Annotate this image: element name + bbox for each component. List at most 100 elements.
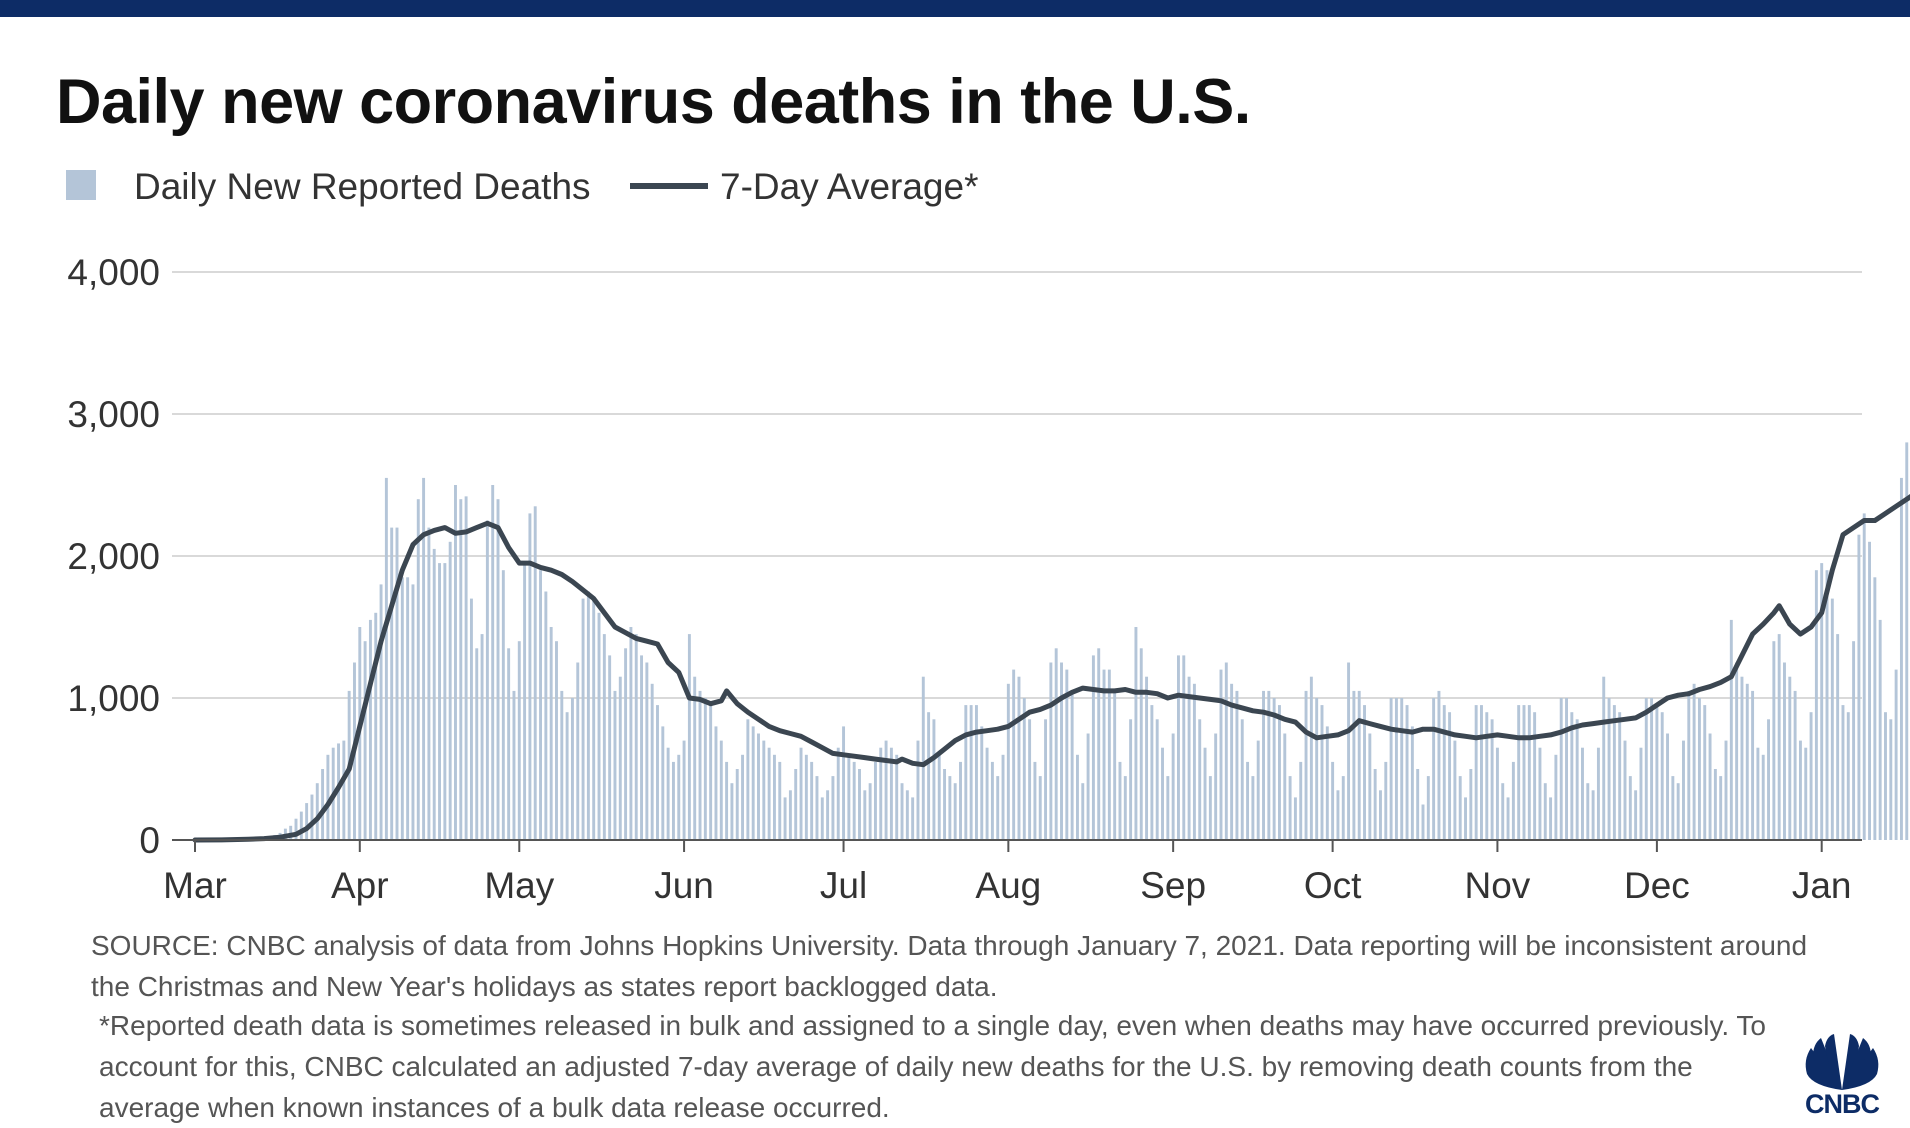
bar	[523, 563, 526, 840]
bar	[1857, 535, 1860, 840]
x-tick-label: Jul	[820, 865, 867, 906]
bar	[1464, 797, 1467, 840]
bar	[544, 592, 547, 841]
bar	[417, 499, 420, 840]
bar	[1655, 705, 1658, 840]
bar	[672, 762, 675, 840]
bar	[300, 812, 303, 840]
bar	[624, 648, 627, 840]
bar	[582, 599, 585, 840]
legend-bars-swatch	[66, 170, 96, 200]
bar	[316, 783, 319, 840]
bar	[1677, 783, 1680, 840]
bar	[752, 726, 755, 840]
bar	[688, 634, 691, 840]
bar	[1687, 691, 1690, 840]
bar	[305, 803, 308, 840]
bar	[1352, 691, 1355, 840]
bar	[1390, 698, 1393, 840]
bar	[1751, 691, 1754, 840]
bar	[720, 741, 723, 840]
bar	[427, 528, 430, 840]
bar	[1639, 748, 1642, 840]
bar	[518, 641, 521, 840]
bar	[614, 691, 617, 840]
bar	[555, 641, 558, 840]
bar	[1315, 698, 1318, 840]
bar	[539, 570, 542, 840]
bar	[1028, 719, 1031, 840]
bar	[1799, 741, 1802, 840]
bar	[970, 705, 973, 840]
bar	[1703, 705, 1706, 840]
bar	[794, 769, 797, 840]
bar	[1108, 670, 1111, 840]
bar	[858, 769, 861, 840]
bar	[1134, 627, 1137, 840]
bar	[661, 726, 664, 840]
bar	[901, 783, 904, 840]
source-note: SOURCE: CNBC analysis of data from Johns…	[91, 925, 1851, 1007]
bar	[1012, 670, 1015, 840]
footnote: *Reported death data is sometimes releas…	[99, 1005, 1779, 1128]
bar	[715, 726, 718, 840]
bar	[927, 712, 930, 840]
bar	[406, 577, 409, 840]
bar	[1895, 670, 1898, 840]
bar	[1592, 790, 1595, 840]
bar	[837, 748, 840, 840]
bar	[1156, 719, 1159, 840]
bar	[1629, 776, 1632, 840]
bar	[1507, 797, 1510, 840]
bar	[401, 577, 404, 840]
bar	[1756, 748, 1759, 840]
bar	[1150, 705, 1153, 840]
bar	[869, 783, 872, 840]
bar	[1725, 741, 1728, 840]
bar	[895, 755, 898, 840]
bar	[1879, 620, 1882, 840]
bar	[1129, 719, 1132, 840]
y-tick-label: 4,000	[67, 252, 160, 293]
bar	[1443, 705, 1446, 840]
bar	[369, 620, 372, 840]
bar	[1634, 790, 1637, 840]
bar	[1331, 762, 1334, 840]
bar	[821, 797, 824, 840]
x-tick-label: Oct	[1304, 865, 1362, 906]
bar	[1326, 726, 1329, 840]
bar	[1406, 705, 1409, 840]
bar	[1714, 769, 1717, 840]
bar	[885, 741, 888, 840]
x-tick-label: Apr	[331, 865, 389, 906]
bar	[1459, 776, 1462, 840]
bar	[390, 528, 393, 840]
bar	[1241, 719, 1244, 840]
bar	[326, 755, 329, 840]
bar	[1358, 691, 1361, 840]
bar	[1140, 648, 1143, 840]
bar	[1257, 741, 1260, 840]
bar	[1273, 698, 1276, 840]
bar	[1411, 726, 1414, 840]
bars	[204, 265, 1910, 840]
bar	[1119, 762, 1122, 840]
bar	[1225, 663, 1228, 841]
y-tick-label: 2,000	[67, 536, 160, 577]
bar	[959, 762, 962, 840]
legend-line-label: 7-Day Average*	[720, 166, 978, 208]
bar	[1836, 634, 1839, 840]
bar	[1618, 712, 1621, 840]
logo-text: CNBC	[1789, 1089, 1895, 1120]
bar	[906, 790, 909, 840]
bar	[1033, 762, 1036, 840]
bar	[730, 783, 733, 840]
bar	[1469, 769, 1472, 840]
bar	[948, 776, 951, 840]
bar	[1182, 655, 1185, 840]
bar	[741, 755, 744, 840]
bar	[1453, 741, 1456, 840]
bar	[449, 542, 452, 840]
bar	[1076, 755, 1079, 840]
bar	[560, 691, 563, 840]
